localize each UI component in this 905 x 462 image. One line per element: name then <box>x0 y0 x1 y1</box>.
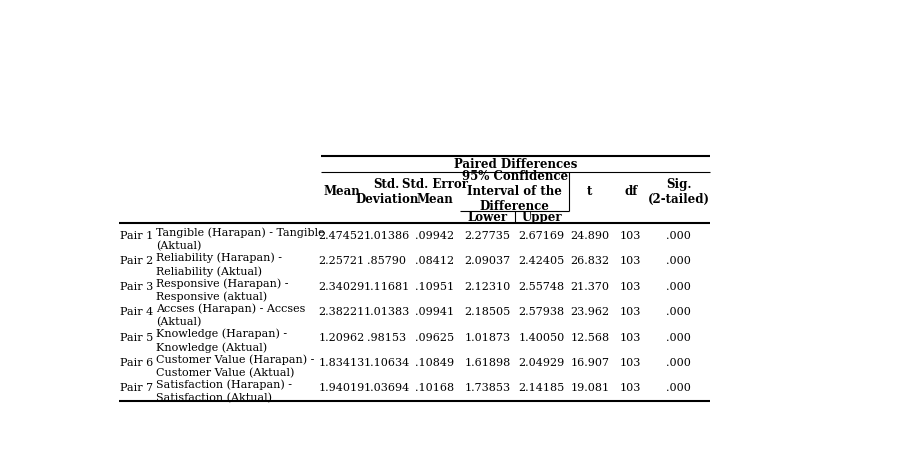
Text: .000: .000 <box>666 307 691 317</box>
Text: 103: 103 <box>620 358 642 368</box>
Text: Lower: Lower <box>467 211 508 224</box>
Text: .09941: .09941 <box>415 307 454 317</box>
Text: 2.42405: 2.42405 <box>519 256 565 267</box>
Text: df: df <box>624 185 637 198</box>
Text: .10849: .10849 <box>415 358 454 368</box>
Text: 26.832: 26.832 <box>570 256 609 267</box>
Text: .000: .000 <box>666 256 691 267</box>
Text: 19.081: 19.081 <box>570 383 609 394</box>
Text: .000: .000 <box>666 282 691 292</box>
Text: .10951: .10951 <box>415 282 454 292</box>
Text: 16.907: 16.907 <box>570 358 609 368</box>
Text: Pair 7: Pair 7 <box>119 383 153 394</box>
Text: Pair 4: Pair 4 <box>119 307 153 317</box>
Text: 23.962: 23.962 <box>570 307 609 317</box>
Text: .09625: .09625 <box>415 333 454 343</box>
Text: 1.01386: 1.01386 <box>364 231 410 241</box>
Text: 103: 103 <box>620 333 642 343</box>
Text: .09942: .09942 <box>415 231 454 241</box>
Text: Paired Differences: Paired Differences <box>453 158 577 170</box>
Text: 21.370: 21.370 <box>570 282 609 292</box>
Text: Upper: Upper <box>521 211 562 224</box>
Text: 103: 103 <box>620 383 642 394</box>
Text: 103: 103 <box>620 282 642 292</box>
Text: 95% Confidence
Interval of the
Difference: 95% Confidence Interval of the Differenc… <box>462 170 567 213</box>
Text: Customer Value (Harapan) -
Customer Value (Aktual): Customer Value (Harapan) - Customer Valu… <box>156 354 314 378</box>
Text: 1.73853: 1.73853 <box>464 383 510 394</box>
Text: 2.14185: 2.14185 <box>519 383 565 394</box>
Text: 1.20962: 1.20962 <box>319 333 365 343</box>
Text: Accses (Harapan) - Accses
(Aktual): Accses (Harapan) - Accses (Aktual) <box>156 304 305 327</box>
Text: Sig.
(2-tailed): Sig. (2-tailed) <box>648 178 710 206</box>
Text: 2.55748: 2.55748 <box>519 282 565 292</box>
Text: 2.57938: 2.57938 <box>519 307 565 317</box>
Text: 1.94019: 1.94019 <box>319 383 365 394</box>
Text: 24.890: 24.890 <box>570 231 609 241</box>
Text: 103: 103 <box>620 307 642 317</box>
Text: 2.34029: 2.34029 <box>319 282 365 292</box>
Text: .000: .000 <box>666 333 691 343</box>
Text: 1.01383: 1.01383 <box>364 307 410 317</box>
Text: .000: .000 <box>666 358 691 368</box>
Text: 2.18505: 2.18505 <box>464 307 510 317</box>
Text: 2.25721: 2.25721 <box>319 256 365 267</box>
Text: 1.11681: 1.11681 <box>364 282 410 292</box>
Text: Pair 1: Pair 1 <box>119 231 153 241</box>
Text: Pair 6: Pair 6 <box>119 358 153 368</box>
Text: Tangible (Harapan) - Tangible
(Aktual): Tangible (Harapan) - Tangible (Aktual) <box>156 227 324 251</box>
Text: 103: 103 <box>620 231 642 241</box>
Text: 2.27735: 2.27735 <box>464 231 510 241</box>
Text: Reliability (Harapan) -
Reliability (Aktual): Reliability (Harapan) - Reliability (Akt… <box>156 253 281 277</box>
Text: Satisfaction (Harapan) -
Satisfaction (Aktual): Satisfaction (Harapan) - Satisfaction (A… <box>156 380 291 403</box>
Text: 2.04929: 2.04929 <box>519 358 565 368</box>
Text: .10168: .10168 <box>415 383 454 394</box>
Text: 1.40050: 1.40050 <box>519 333 565 343</box>
Text: Responsive (Harapan) -
Responsive (aktual): Responsive (Harapan) - Responsive (aktua… <box>156 278 289 302</box>
Text: 1.10634: 1.10634 <box>364 358 410 368</box>
Text: 12.568: 12.568 <box>570 333 609 343</box>
Text: Pair 5: Pair 5 <box>119 333 153 343</box>
Text: 103: 103 <box>620 256 642 267</box>
Text: .000: .000 <box>666 231 691 241</box>
Text: .98153: .98153 <box>367 333 406 343</box>
Text: 2.47452: 2.47452 <box>319 231 365 241</box>
Text: Mean: Mean <box>323 185 360 198</box>
Text: 2.38221: 2.38221 <box>319 307 365 317</box>
Text: .000: .000 <box>666 383 691 394</box>
Text: 1.61898: 1.61898 <box>464 358 510 368</box>
Text: .08412: .08412 <box>415 256 454 267</box>
Text: 2.09037: 2.09037 <box>464 256 510 267</box>
Text: 2.12310: 2.12310 <box>464 282 510 292</box>
Text: 1.01873: 1.01873 <box>464 333 510 343</box>
Text: 1.83413: 1.83413 <box>319 358 365 368</box>
Text: Pair 3: Pair 3 <box>119 282 153 292</box>
Text: Std.
Deviation: Std. Deviation <box>355 178 418 206</box>
Text: Pair 2: Pair 2 <box>119 256 153 267</box>
Text: 1.03694: 1.03694 <box>364 383 410 394</box>
Text: Std. Error
Mean: Std. Error Mean <box>402 178 468 206</box>
Text: .85790: .85790 <box>367 256 406 267</box>
Text: 2.67169: 2.67169 <box>519 231 565 241</box>
Text: t: t <box>587 185 593 198</box>
Text: Knowledge (Harapan) -
Knowledge (Aktual): Knowledge (Harapan) - Knowledge (Aktual) <box>156 329 287 353</box>
